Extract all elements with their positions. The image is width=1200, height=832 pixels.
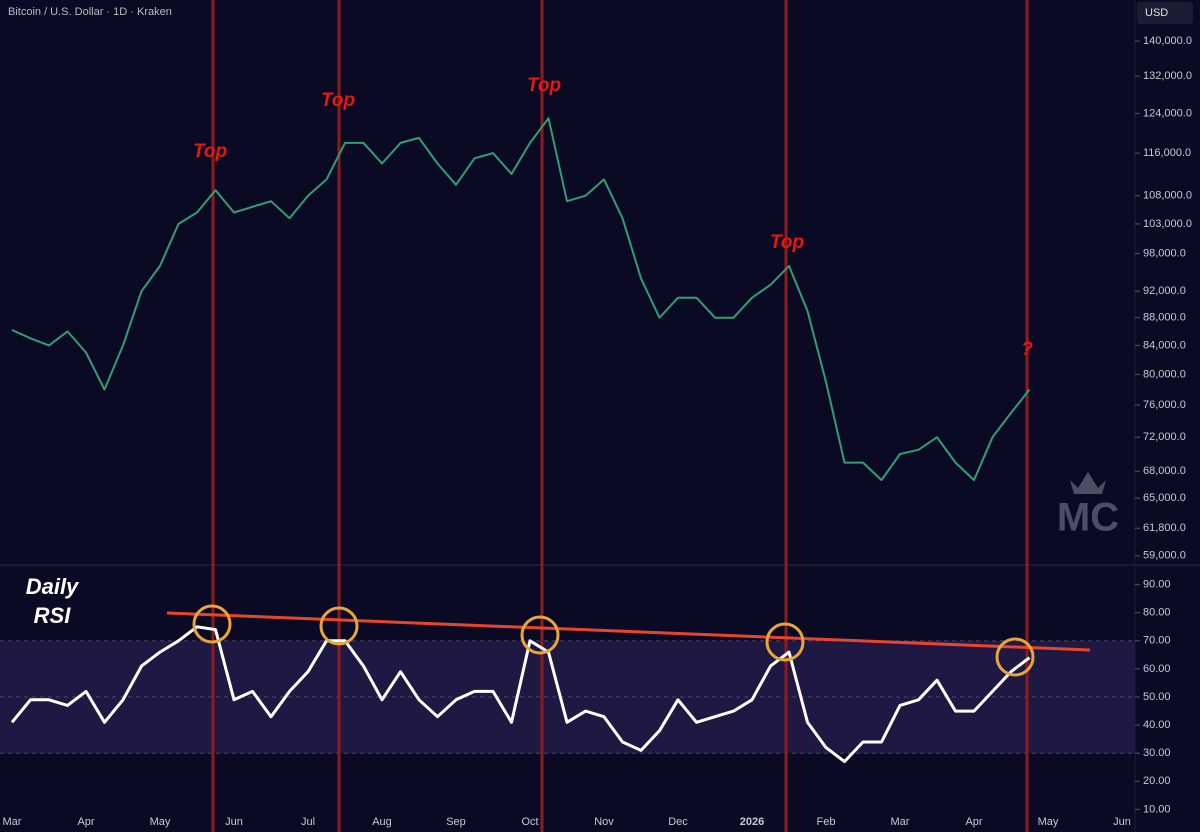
currency-box[interactable] bbox=[1137, 2, 1193, 24]
rsi-label: RSI bbox=[34, 603, 72, 628]
y-tick-label: 98,000.0 bbox=[1143, 247, 1186, 259]
y-tick-label: 90.00 bbox=[1143, 579, 1171, 591]
y-tick-label: 92,000.0 bbox=[1143, 285, 1186, 297]
y-tick-label: 72,000.0 bbox=[1143, 431, 1186, 443]
y-tick-label: 59,000.0 bbox=[1143, 550, 1186, 562]
x-tick-label: Sep bbox=[446, 816, 466, 828]
watermark: MC bbox=[1057, 496, 1119, 540]
y-tick-label: 65,000.0 bbox=[1143, 492, 1186, 504]
annotation: Top bbox=[193, 141, 227, 162]
annotation: ? bbox=[1021, 339, 1033, 360]
x-tick-label: Dec bbox=[668, 816, 688, 828]
x-tick-label: 2026 bbox=[740, 816, 764, 828]
watermark-crown bbox=[1070, 472, 1106, 494]
y-tick-label: 108,000.0 bbox=[1143, 190, 1192, 202]
rsi-label: Daily bbox=[26, 574, 80, 599]
price-line bbox=[11, 117, 1031, 482]
x-tick-label: Jun bbox=[1113, 816, 1131, 828]
x-tick-label: Feb bbox=[817, 816, 836, 828]
y-tick-label: 84,000.0 bbox=[1143, 339, 1186, 351]
y-tick-label: 116,000.0 bbox=[1143, 147, 1191, 159]
currency[interactable]: USD bbox=[1145, 7, 1168, 19]
y-tick-label: 80,000.0 bbox=[1143, 368, 1186, 380]
y-tick-label: 103,000.0 bbox=[1143, 218, 1192, 230]
y-tick-label: 50.00 bbox=[1143, 691, 1171, 703]
x-tick-label: Apr bbox=[965, 816, 982, 828]
y-tick-label: 40.00 bbox=[1143, 719, 1171, 731]
y-tick-label: 68,000.0 bbox=[1143, 465, 1186, 477]
x-tick-label: Apr bbox=[77, 816, 94, 828]
annotation: Top bbox=[770, 232, 804, 253]
y-tick-label: 10.00 bbox=[1143, 803, 1171, 815]
y-tick-label: 61,800.0 bbox=[1143, 522, 1186, 534]
x-tick-label: May bbox=[150, 816, 171, 828]
x-tick-label: Oct bbox=[521, 816, 538, 828]
y-tick-label: 124,000.0 bbox=[1143, 107, 1192, 119]
y-tick-label: 60.00 bbox=[1143, 663, 1171, 675]
annotation: Top bbox=[321, 90, 355, 111]
y-tick-label: 132,000.0 bbox=[1143, 70, 1192, 82]
y-tick-label: 30.00 bbox=[1143, 747, 1171, 759]
y-tick-label: 80.00 bbox=[1143, 607, 1171, 619]
x-tick-label: Aug bbox=[372, 816, 392, 828]
annotation: Top bbox=[527, 75, 561, 96]
x-tick-label: May bbox=[1038, 816, 1059, 828]
y-tick-label: 88,000.0 bbox=[1143, 312, 1186, 324]
x-tick-label: Mar bbox=[3, 816, 22, 828]
x-tick-label: Nov bbox=[594, 816, 614, 828]
x-tick-label: Jul bbox=[301, 816, 315, 828]
y-tick-label: 20.00 bbox=[1143, 775, 1171, 787]
rsi-peak-circle bbox=[520, 615, 560, 655]
rsi-peak-circle bbox=[765, 622, 805, 662]
rsi-peak-circle bbox=[995, 637, 1035, 677]
y-tick-label: 140,000.0 bbox=[1143, 35, 1192, 47]
rsi-peak-circle bbox=[319, 606, 359, 646]
rsi-peak-circle bbox=[192, 604, 232, 644]
x-tick-label: Mar bbox=[891, 816, 910, 828]
chart-header: Bitcoin / U.S. Dollar · 1D · Kraken bbox=[8, 6, 172, 18]
y-tick-label: 76,000.0 bbox=[1143, 399, 1186, 411]
x-tick-label: Jun bbox=[225, 816, 243, 828]
y-tick-label: 70.00 bbox=[1143, 635, 1171, 647]
rsi-line bbox=[10, 625, 1031, 764]
